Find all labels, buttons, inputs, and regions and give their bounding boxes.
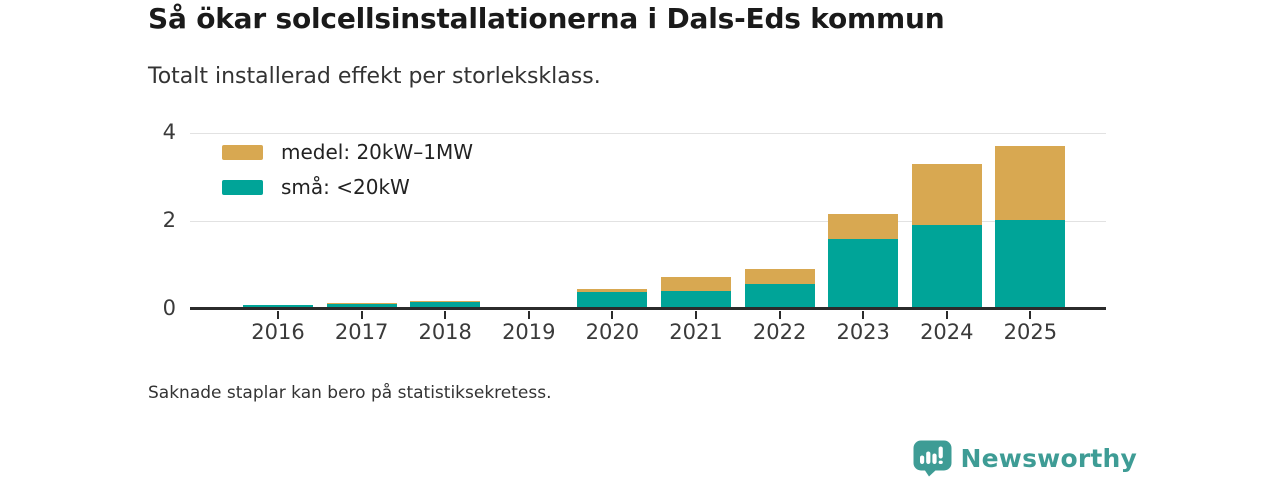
bar-segment-2020-medel [577,288,648,293]
x-tick-mark-2020 [611,311,614,319]
plot-area: 0 2 4 2016 2017 2018 2019 2020 2021 2022 2023 2024… [163,120,1106,344]
x-tick-mark-2017 [360,311,363,319]
x-tick-label-2017: 2017 [334,320,389,344]
bar-segment-2024-medel [911,163,982,226]
bar-segment-2024-sma [911,225,982,309]
bar-group-2024 [911,124,982,309]
x-tick-mark-2019 [527,311,530,319]
bar-group-2017 [326,124,397,309]
chart-legend: medel: 20kW–1MW små: <20kW [222,140,473,210]
x-tick-mark-2023 [862,311,865,319]
bar-segment-2021-medel [661,276,731,291]
x-axis-line [190,307,1106,310]
bar-segment-2022-sma [744,283,815,309]
x-tick-label-2025: 2025 [1003,320,1058,344]
x-tick-mark-2022 [778,311,781,319]
x-tick-mark-2025 [1029,311,1032,319]
bar-segment-2025-medel [995,146,1066,221]
bar-segment-2021-sma [661,290,731,309]
chart-subtitle: Totalt installerad effekt per storlekskl… [148,64,601,89]
bar-segment-2023-sma [828,238,899,309]
legend-item-1: små: <20kW [222,175,473,199]
legend-label-1: små: <20kW [281,175,410,199]
y-tick-label-4: 4 [162,120,176,144]
bar-segment-2018-medel [410,300,481,302]
gridline-2 [190,221,1106,222]
legend-swatch-1 [222,179,263,195]
bar-group-2025 [995,124,1066,309]
legend-item-0: medel: 20kW–1MW [222,140,473,164]
x-tick-label-2018: 2018 [418,320,472,344]
x-tick-label-2022: 2022 [752,320,807,344]
x-tick-mark-2021 [695,311,697,319]
x-tick-label-2019: 2019 [502,320,556,344]
bar-segment-2020-sma [577,292,648,309]
x-tick-mark-2024 [945,311,948,319]
y-tick-label-0: 0 [162,296,176,320]
x-tick-mark-2016 [277,311,279,319]
x-tick-label-2021: 2021 [669,320,723,344]
bar-chart-speech-bubble-icon [913,440,951,477]
x-tick-label-2020: 2020 [585,320,640,344]
bar-segment-2022-medel [744,268,815,284]
bar-group-2021 [661,124,731,309]
x-tick-label-2016: 2016 [251,320,305,344]
bar-group-2023 [828,124,899,309]
newsworthy-wordmark: Newsworthy [960,444,1137,473]
newsworthy-logo: Newsworthy [913,440,1138,477]
legend-swatch-0 [222,144,263,160]
bar-segment-2017-sma [326,303,397,309]
bar-segment-2018-sma [410,301,481,309]
x-tick-mark-2018 [444,311,447,319]
bar-segment-2017-medel [326,302,397,304]
chart-footnote: Saknade staplar kan bero på statistiksek… [148,383,552,403]
bar-group-2020 [577,124,648,309]
bar-group-2018 [410,124,481,309]
bar-segment-2025-sma [995,220,1066,309]
y-tick-label-2: 2 [162,208,176,232]
bar-segment-2023-medel [828,213,899,239]
bar-group-2022 [744,124,815,309]
chart-title: Så ökar solcellsinstallationerna i Dals-… [148,2,945,35]
legend-label-0: medel: 20kW–1MW [281,140,474,164]
x-tick-label-2024: 2024 [920,320,974,344]
gridline-4 [190,133,1106,134]
x-tick-label-2023: 2023 [836,320,890,344]
